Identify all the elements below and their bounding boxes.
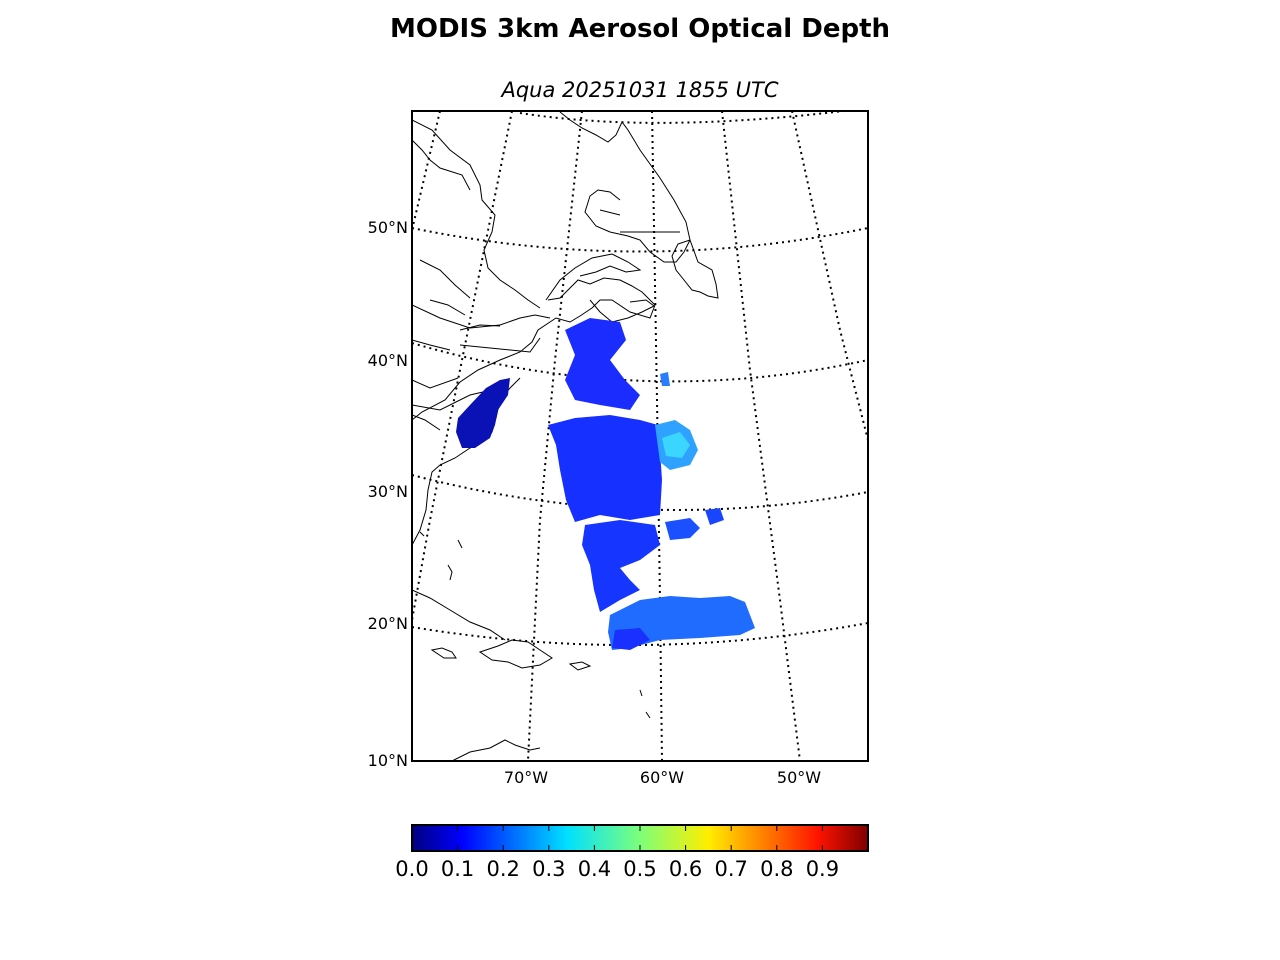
aod-patch-south-c <box>705 508 724 525</box>
colorbar-tick-label: 0.3 <box>532 857 565 881</box>
border-states-1 <box>459 337 541 353</box>
lon-label-70w: 70°W <box>504 768 548 787</box>
coastlines <box>412 111 719 761</box>
coast-lesser-antilles <box>639 689 651 719</box>
colorbar-tick-label: 0.0 <box>395 857 428 881</box>
coast-newfoundland <box>671 239 719 299</box>
aod-patch-chesapeake <box>456 378 510 448</box>
aod-swath <box>456 318 755 650</box>
aod-patch-south-a <box>582 520 660 612</box>
colorbar-tick-label: 0.2 <box>486 857 519 881</box>
meridian-50w <box>791 111 868 441</box>
coast-south-america <box>451 739 541 761</box>
aod-patch-dot <box>660 372 670 386</box>
colorbar-tick-label: 0.7 <box>714 857 747 881</box>
colorbar: 0.0 0.1 0.2 0.3 0.4 0.5 0.6 0.7 0.8 0.9 <box>395 824 869 881</box>
lat-label-10n: 10°N <box>368 751 408 770</box>
colorbar-tick-label: 0.9 <box>806 857 839 881</box>
lon-labels: 70°W 60°W 50°W <box>504 768 821 787</box>
colorbar-ticks: 0.0 0.1 0.2 0.3 0.4 0.5 0.6 0.7 0.8 0.9 <box>395 825 839 881</box>
border-us-canada <box>412 304 551 329</box>
lat-label-40n: 40°N <box>368 351 408 370</box>
plot-title: MODIS 3km Aerosol Optical Depth <box>389 14 891 44</box>
plot-subtitle: Aqua 20251031 1855 UTC <box>501 78 779 102</box>
aod-patch-caribbean-low <box>612 628 650 650</box>
lat-label-30n: 30°N <box>368 482 408 501</box>
parallel-50n <box>412 227 868 253</box>
aod-patch-northeast <box>565 318 640 410</box>
lat-label-20n: 20°N <box>368 614 408 633</box>
colorbar-tick-label: 0.5 <box>623 857 656 881</box>
coast-east-us <box>412 277 656 421</box>
colorbar-tick-label: 0.1 <box>441 857 474 881</box>
aod-patch-central-high2 <box>662 432 690 458</box>
aod-patch-south-b <box>665 518 700 540</box>
map-frame <box>411 110 869 762</box>
coast-st-lawrence <box>545 253 642 301</box>
lon-label-50w: 50°W <box>777 768 821 787</box>
coast-lakes <box>412 259 501 351</box>
colorbar-tick-label: 0.4 <box>578 857 611 881</box>
lat-labels: 50°N 40°N 30°N 20°N 10°N <box>368 218 408 770</box>
coast-labrador <box>559 111 691 263</box>
lat-label-50n: 50°N <box>368 218 408 237</box>
meridian-80w <box>412 111 441 231</box>
colorbar-tick-label: 0.8 <box>760 857 793 881</box>
meridian-65w <box>527 111 583 761</box>
border-states-3 <box>412 377 459 389</box>
coast-nova-scotia <box>589 299 655 323</box>
parallel-30n <box>412 474 868 511</box>
coast-quebec-north <box>412 139 471 191</box>
parallel-40n <box>412 342 868 383</box>
colorbar-tick-label: 0.6 <box>669 857 702 881</box>
parallel-55n <box>519 111 853 124</box>
coast-caribbean-cuba <box>412 589 506 641</box>
meridian-55w <box>721 111 801 761</box>
coast-bahamas <box>419 531 463 581</box>
map-area <box>412 111 868 761</box>
border-quebec-labrador <box>599 209 680 233</box>
coast-carolinas <box>412 377 521 546</box>
coast-hudson <box>412 119 541 309</box>
aod-patch-central <box>548 415 662 522</box>
coast-gulf <box>412 414 441 431</box>
lon-label-60w: 60°W <box>640 768 684 787</box>
meridian-70w <box>412 111 513 621</box>
coast-hispaniola <box>478 639 553 669</box>
coast-puerto-rico <box>568 661 592 671</box>
coast-jamaica <box>430 647 457 659</box>
